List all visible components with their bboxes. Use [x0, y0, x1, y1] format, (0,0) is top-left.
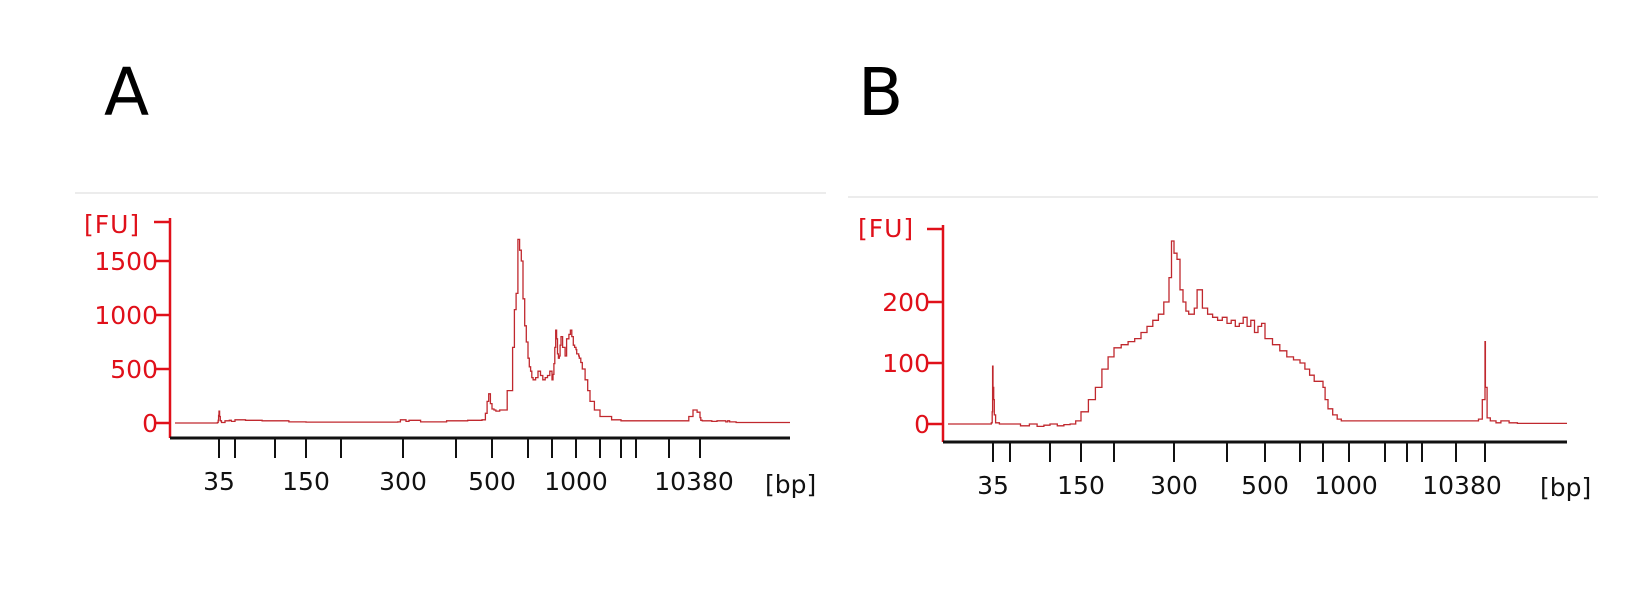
series-line: [175, 238, 790, 424]
x-tick-label: 35: [977, 471, 1009, 500]
panel-label-b: B: [858, 54, 904, 131]
y-tick-label: 100: [882, 349, 930, 378]
y-tick-label: 1500: [94, 247, 158, 276]
x-tick-label: 150: [1057, 471, 1105, 500]
y-tick-label: 500: [110, 355, 158, 384]
x-tick-label: 10380: [654, 467, 734, 496]
x-tick-label: 150: [282, 467, 330, 496]
panel-a-chart: 0 500 1000 1500 [FU] 35 150 300 500 1000 10380 [bp]: [84, 210, 816, 499]
x-tick-label: 500: [468, 467, 516, 496]
panel-label-a: A: [104, 54, 150, 131]
panel-b-chart: 0 100 200 [FU] 35 150 300 500 1000 10380 [bp]: [858, 214, 1591, 502]
x-tick-label: 300: [379, 467, 427, 496]
x-tick-label: 35: [203, 467, 235, 496]
x-tick-label: 1000: [544, 467, 608, 496]
x-unit-label: [bp]: [1540, 473, 1591, 502]
y-unit-label: [FU]: [84, 210, 140, 239]
y-tick-label: 0: [914, 410, 930, 439]
x-tick-label: 300: [1150, 471, 1198, 500]
y-tick-label: 0: [142, 409, 158, 438]
x-unit-label: [bp]: [765, 470, 816, 499]
x-tick-label: 10380: [1422, 471, 1502, 500]
y-unit-label: [FU]: [858, 214, 914, 243]
x-tick-label: 1000: [1314, 471, 1378, 500]
series-line: [948, 240, 1567, 428]
y-tick-label: 200: [882, 288, 930, 317]
y-tick-label: 1000: [94, 301, 158, 330]
x-tick-label: 500: [1241, 471, 1289, 500]
